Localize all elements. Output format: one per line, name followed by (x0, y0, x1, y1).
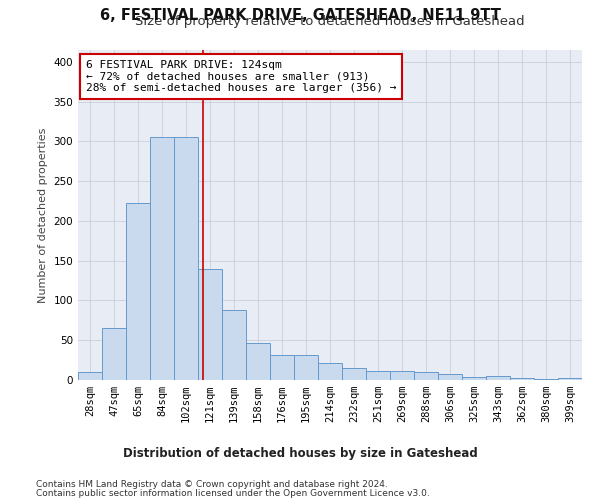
Bar (462, 377, 486, 380)
Bar (198, 268, 222, 380)
Bar (414, 372, 438, 380)
Text: Contains HM Land Registry data © Crown copyright and database right 2024.: Contains HM Land Registry data © Crown c… (36, 480, 388, 489)
Bar (174, 138, 198, 380)
Bar (390, 372, 414, 380)
Bar (222, 310, 246, 380)
Title: Size of property relative to detached houses in Gateshead: Size of property relative to detached ho… (135, 15, 525, 28)
Bar (366, 372, 390, 380)
Bar (438, 374, 462, 380)
Bar (318, 362, 342, 380)
Bar (294, 354, 318, 380)
Bar (558, 378, 582, 380)
Bar (534, 379, 558, 380)
Y-axis label: Number of detached properties: Number of detached properties (38, 128, 48, 302)
Bar (150, 138, 174, 380)
Bar (486, 376, 510, 380)
Text: Distribution of detached houses by size in Gateshead: Distribution of detached houses by size … (122, 448, 478, 460)
Text: 6, FESTIVAL PARK DRIVE, GATESHEAD, NE11 9TT: 6, FESTIVAL PARK DRIVE, GATESHEAD, NE11 … (100, 8, 500, 22)
Text: 6 FESTIVAL PARK DRIVE: 124sqm
← 72% of detached houses are smaller (913)
28% of : 6 FESTIVAL PARK DRIVE: 124sqm ← 72% of d… (86, 60, 396, 93)
Text: Contains public sector information licensed under the Open Government Licence v3: Contains public sector information licen… (36, 489, 430, 498)
Bar (342, 368, 366, 380)
Bar (78, 372, 102, 380)
Bar (510, 378, 534, 380)
Bar (126, 204, 150, 380)
Bar (270, 354, 294, 380)
Bar (246, 344, 270, 380)
Bar (102, 328, 126, 380)
